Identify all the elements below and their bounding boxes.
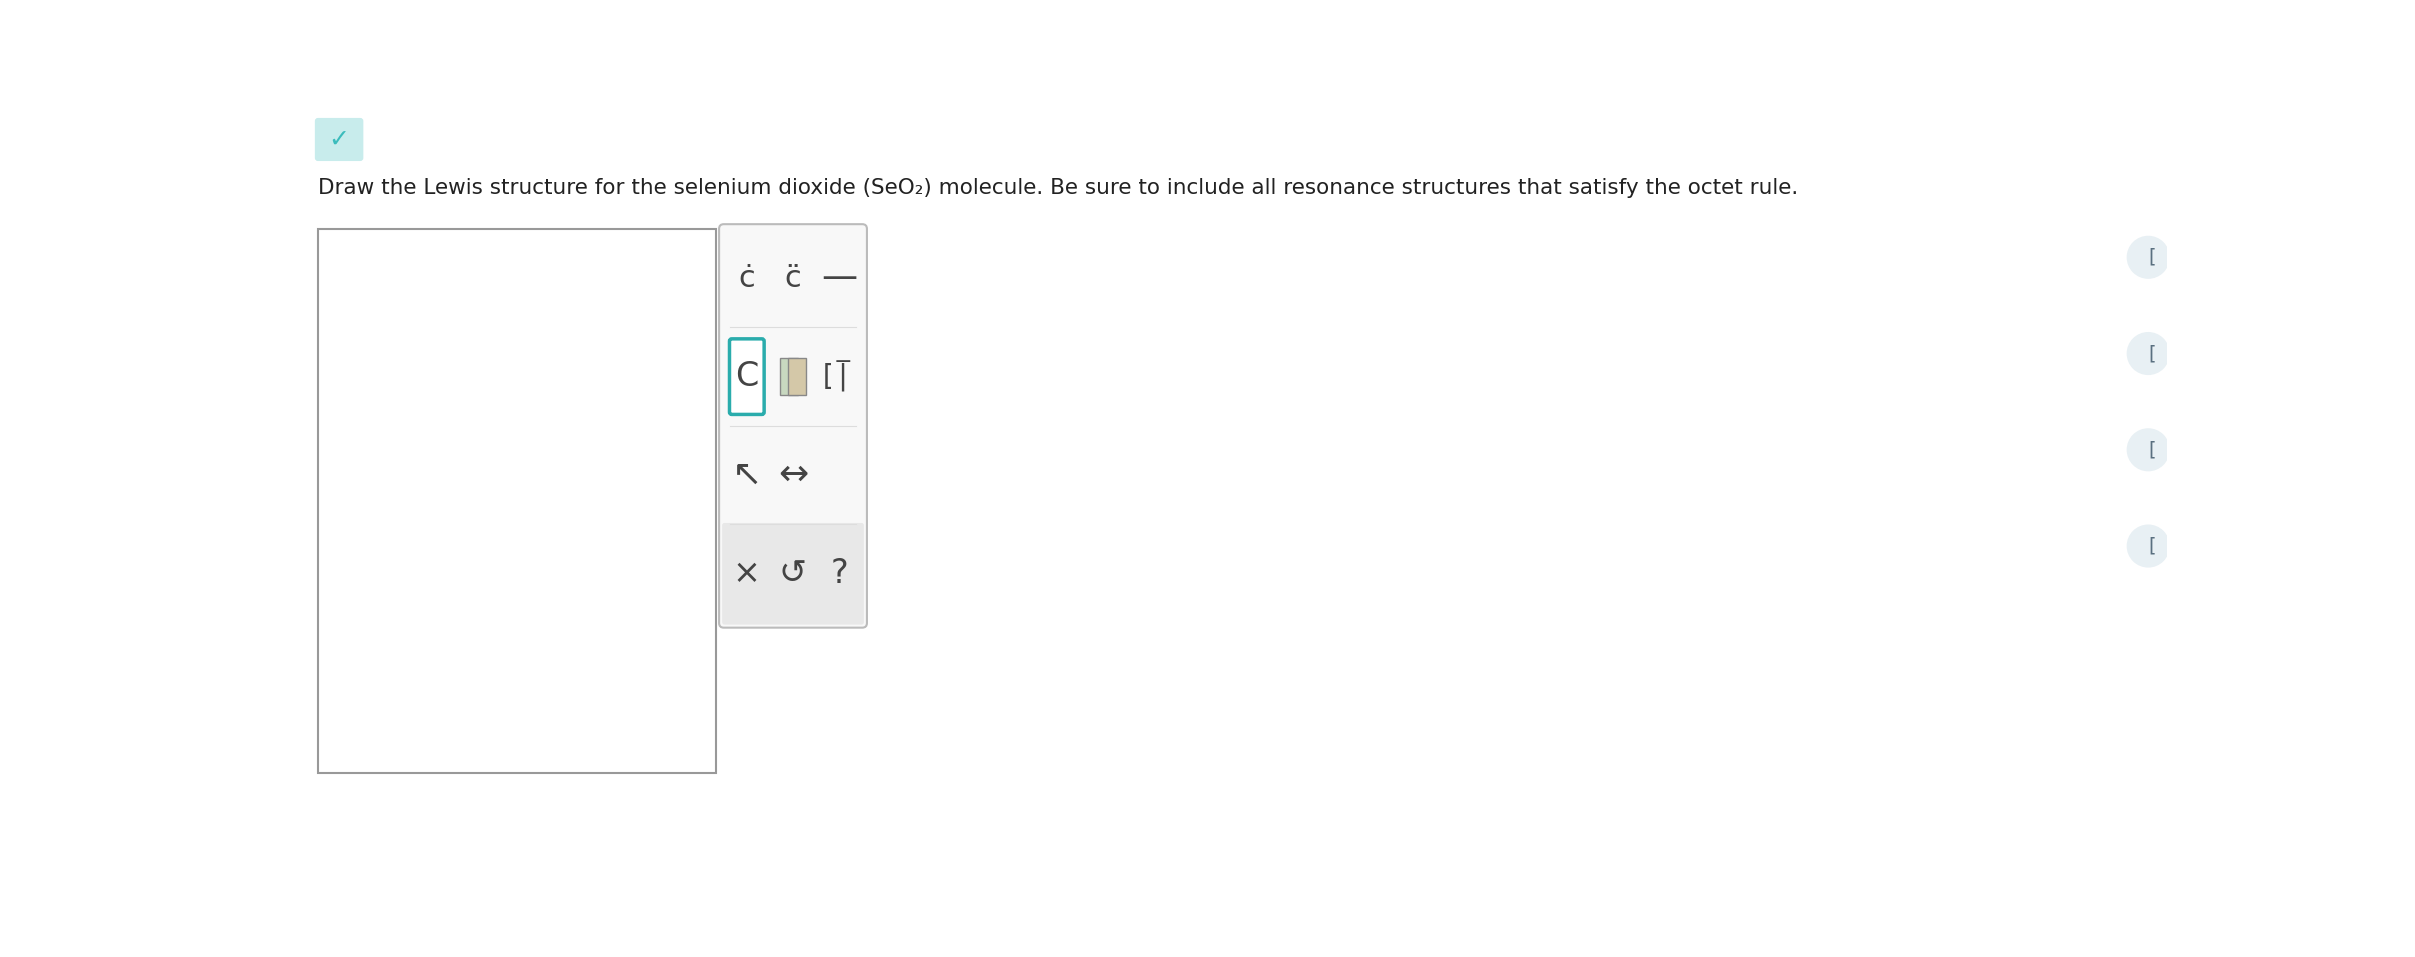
Text: ċ: ċ [739,263,756,293]
Text: ×: × [732,557,761,590]
Text: C: C [734,360,758,393]
Text: c̈: c̈ [785,263,802,293]
Text: −: − [833,352,852,372]
FancyBboxPatch shape [314,118,362,161]
Text: —: — [821,261,857,295]
FancyBboxPatch shape [722,523,865,625]
Text: ✓: ✓ [328,127,350,151]
Circle shape [2128,235,2169,278]
Circle shape [2128,332,2169,375]
FancyBboxPatch shape [780,358,797,395]
Text: Draw the Lewis structure for the selenium dioxide (SeO₂) molecule. Be sure to in: Draw the Lewis structure for the seleniu… [319,178,1799,198]
Text: [: [ [2149,537,2157,556]
FancyBboxPatch shape [787,358,807,395]
Text: [: [ [2149,344,2157,363]
Text: [: [ [2149,440,2157,459]
Text: ?: ? [831,557,848,590]
Circle shape [2128,428,2169,472]
Text: ↔: ↔ [778,458,809,492]
FancyBboxPatch shape [720,224,867,628]
Bar [319,229,715,773]
Text: ↖: ↖ [732,458,763,492]
Text: [|: [| [819,363,852,390]
Text: ↺: ↺ [780,557,807,590]
FancyBboxPatch shape [729,339,763,414]
Circle shape [2128,524,2169,568]
FancyBboxPatch shape [727,227,865,621]
Text: [: [ [2149,248,2157,267]
